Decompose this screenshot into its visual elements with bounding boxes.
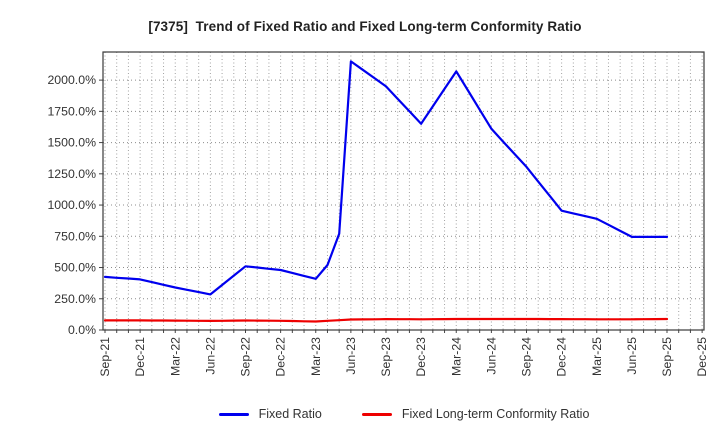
x-tick-label: Sep-22: [239, 337, 253, 377]
x-tick-label: Sep-21: [98, 337, 112, 377]
x-tick-label: Jun-23: [344, 337, 358, 375]
y-tick-label: 0.0%: [68, 323, 96, 337]
x-tick-label: Dec-22: [274, 337, 288, 377]
chart-title: [7375] Trend of Fixed Ratio and Fixed Lo…: [148, 19, 582, 34]
x-tick-label: Dec-21: [133, 337, 147, 377]
x-tick-label: Dec-25: [695, 337, 709, 377]
series-line-fixed-ratio: [103, 60, 669, 296]
legend-item-fixed-ratio: Fixed Ratio: [218, 407, 322, 421]
plot-frame: [102, 51, 705, 331]
legend-item-fixed-long-term-conformity-ratio: Fixed Long-term Conformity Ratio: [361, 407, 590, 421]
legend-swatch-fixed-long-term-conformity-ratio: [361, 412, 392, 416]
x-tick-label: Mar-22: [168, 337, 182, 376]
chart-legend: Fixed Ratio Fixed Long-term Conformity R…: [0, 407, 720, 421]
y-tick-label: 2000.0%: [47, 73, 96, 87]
x-tick-label: Mar-25: [590, 337, 604, 376]
x-tick-label: Jun-24: [484, 337, 498, 375]
x-tick-label: Mar-23: [309, 337, 323, 376]
x-tick-label: Dec-24: [555, 337, 569, 377]
x-tick-label: Sep-25: [660, 337, 674, 377]
legend-label-fixed-ratio: Fixed Ratio: [258, 407, 322, 421]
y-tick-label: 250.0%: [54, 292, 96, 306]
x-tick-label: Jun-22: [203, 337, 217, 375]
legend-swatch-fixed-ratio: [218, 412, 249, 416]
x-tick-label: Mar-24: [449, 337, 463, 376]
y-tick-label: 1250.0%: [47, 167, 96, 181]
y-tick-label: 1500.0%: [47, 136, 96, 150]
y-tick-label: 500.0%: [54, 261, 96, 275]
x-tick-label: Dec-23: [414, 337, 428, 377]
series-line-fixed-long-term-conformity-ratio: [103, 317, 669, 323]
legend-label-fixed-long-term-conformity-ratio: Fixed Long-term Conformity Ratio: [401, 407, 590, 421]
x-tick-label: Sep-23: [379, 337, 393, 377]
x-tick-label: Sep-24: [520, 337, 534, 377]
x-tick-label: Jun-25: [625, 337, 639, 375]
y-tick-label: 1000.0%: [47, 198, 96, 212]
y-tick-label: 750.0%: [54, 229, 96, 243]
y-tick-label: 1750.0%: [47, 104, 96, 118]
